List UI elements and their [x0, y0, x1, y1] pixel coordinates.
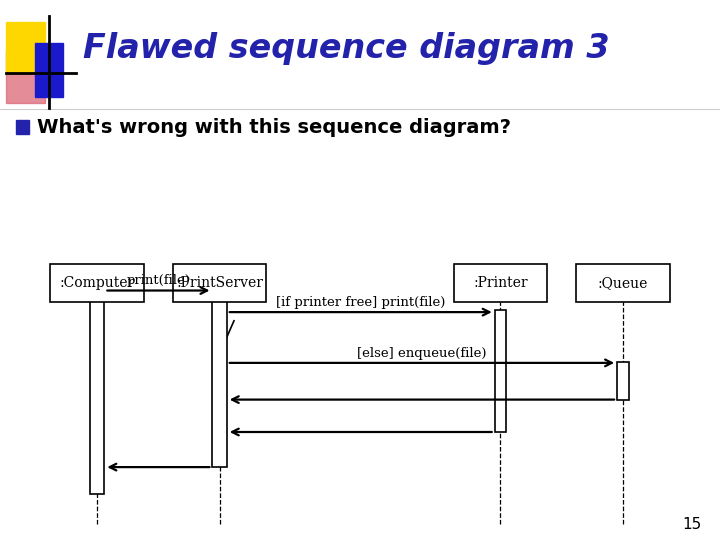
Text: Flawed sequence diagram 3: Flawed sequence diagram 3 — [83, 32, 609, 65]
Text: print(file): print(file) — [127, 274, 190, 287]
Bar — [495, 310, 506, 432]
Bar — [6, 51, 45, 103]
Bar — [617, 362, 629, 400]
Text: [if printer free] print(file): [if printer free] print(file) — [276, 296, 446, 309]
Text: 15: 15 — [683, 517, 702, 532]
Bar — [35, 43, 63, 97]
Bar — [50, 264, 144, 302]
Text: What's wrong with this sequence diagram?: What's wrong with this sequence diagram? — [37, 118, 511, 137]
Bar — [16, 120, 29, 134]
Text: :Queue: :Queue — [598, 276, 648, 290]
Bar — [454, 264, 547, 302]
Bar — [6, 22, 45, 73]
Text: :Printer: :Printer — [473, 276, 528, 290]
Bar — [173, 264, 266, 302]
Bar — [576, 264, 670, 302]
Text: :PrintServer: :PrintServer — [176, 276, 263, 290]
Bar — [90, 278, 104, 494]
Bar — [212, 289, 227, 467]
Text: [else] enqueue(file): [else] enqueue(file) — [357, 347, 487, 360]
Text: :Computer: :Computer — [60, 276, 135, 290]
